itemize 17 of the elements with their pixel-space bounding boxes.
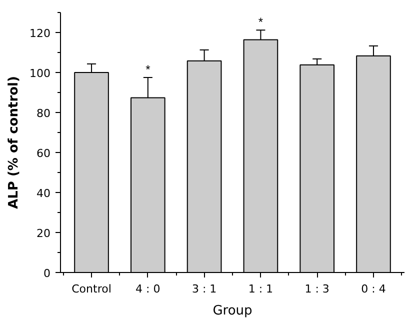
x-tick-label: 3 : 1	[192, 282, 217, 296]
y-tick-label: 60	[36, 147, 51, 160]
y-tick-label: 0	[44, 267, 50, 280]
annotation: *	[258, 15, 264, 30]
y-tick-label: 120	[30, 27, 51, 40]
x-axis-title: Group	[212, 304, 252, 318]
y-tick-label: 80	[36, 107, 51, 120]
x-tick-label: 0 : 4	[361, 282, 386, 296]
y-axis-title: ALP (% of control)	[6, 76, 22, 209]
x-tick-label: 1 : 1	[248, 282, 274, 296]
y-tick-label: 100	[30, 67, 51, 80]
x-tick-label: 1 : 3	[304, 282, 330, 296]
x-tick-label: Control	[72, 282, 112, 296]
annotation: *	[146, 62, 151, 76]
y-tick-label: 40	[36, 187, 51, 200]
x-tick-label: 4 : 0	[136, 282, 160, 296]
y-tick-label: 20	[36, 227, 51, 240]
